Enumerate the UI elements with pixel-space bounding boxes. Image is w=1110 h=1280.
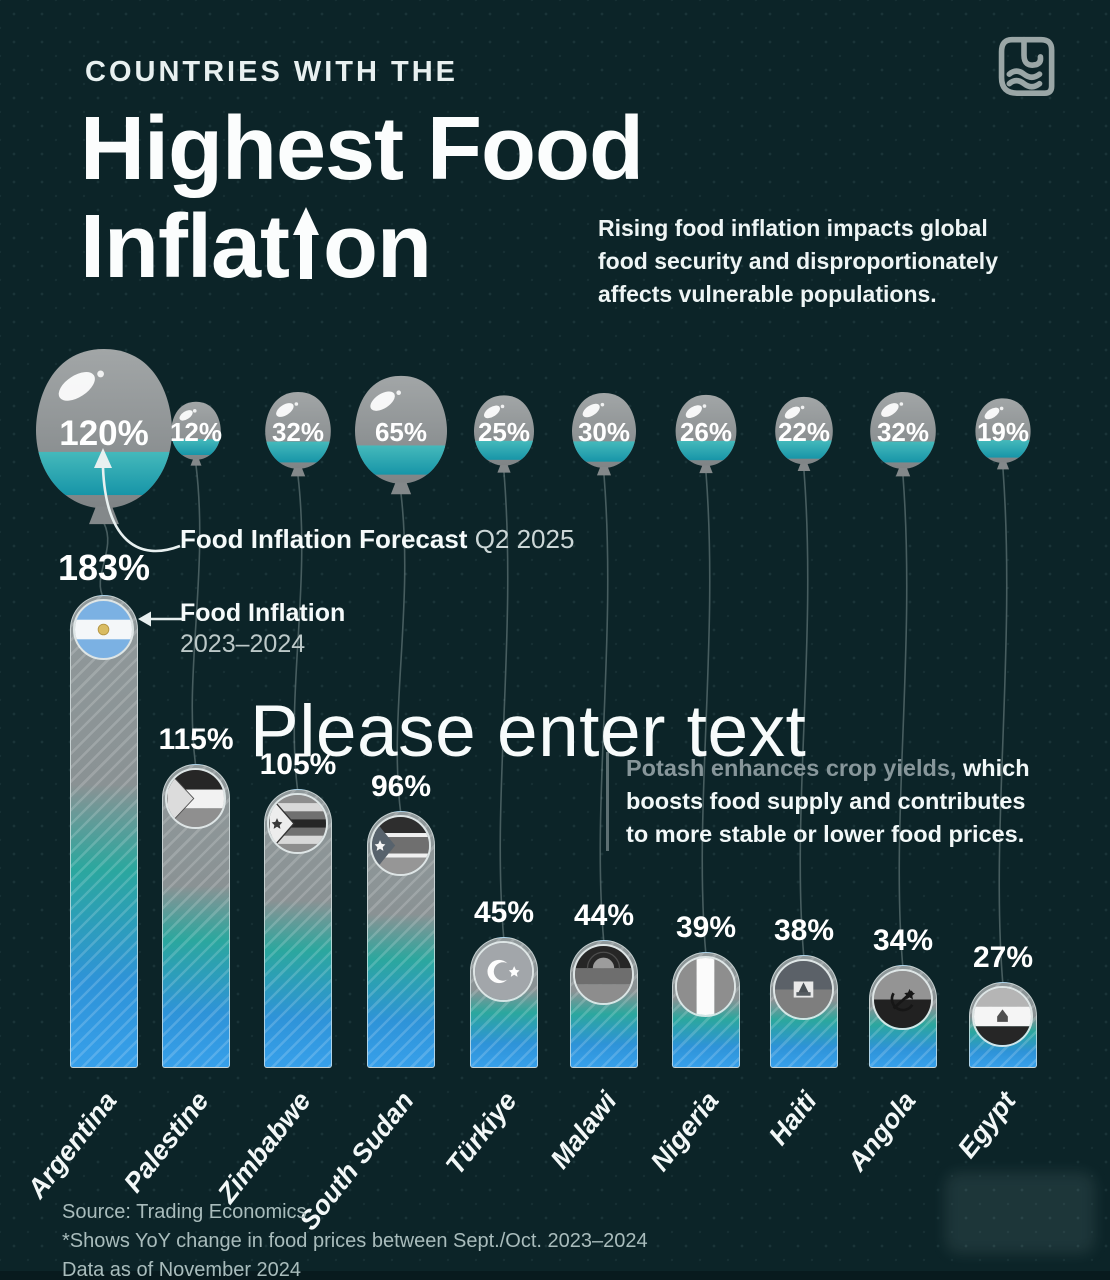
bar-value-label: 34%	[872, 924, 934, 957]
kicker: COUNTRIES WITH THE	[85, 56, 458, 88]
balloon-value-label: 22%	[778, 417, 830, 447]
balloon-value-label: 30%	[578, 417, 630, 447]
subtitle: Rising food inflation impacts global foo…	[598, 215, 998, 307]
balloon-string	[499, 472, 509, 942]
balloon-value-label: 32%	[877, 417, 929, 447]
palestine-flag-icon	[165, 768, 226, 829]
placeholder-overlay-text: Please enter text	[250, 691, 807, 772]
bar-palestine	[162, 764, 230, 1068]
forecast-balloon: 12%	[170, 401, 222, 466]
balloon-highlight	[370, 391, 395, 411]
balloon-value-label: 65%	[375, 417, 427, 447]
up-arrow-icon	[292, 202, 320, 300]
balloon-string	[799, 470, 809, 960]
argentina-flag-icon	[73, 599, 134, 660]
forecast-balloon: 65%	[355, 375, 447, 495]
potash-note-rest: which boosts food supply and contributes…	[626, 755, 1030, 847]
egypt-flag-icon	[972, 986, 1033, 1047]
balloon-highlight	[582, 403, 600, 418]
potash-note-highlight: Potash enhances crop yields,	[626, 755, 957, 781]
balloon-string	[701, 472, 711, 957]
bar-value-label: 183%	[57, 547, 151, 588]
balloon-highlight	[179, 410, 193, 421]
forecast-balloon: 32%	[265, 391, 331, 477]
bar-nigeria	[672, 952, 740, 1068]
nigeria-flag-icon	[675, 956, 736, 1017]
bar-egypt	[969, 982, 1037, 1068]
forecast-balloon: 25%	[474, 395, 534, 473]
bar-value-label: 105%	[259, 748, 337, 781]
bar-value-label: 27%	[972, 941, 1034, 974]
balloon-highlight	[58, 372, 95, 401]
title-line-2: Inflat on	[80, 198, 643, 300]
forecast-balloon: 19%	[975, 398, 1031, 470]
balloon-value-label: 25%	[478, 417, 530, 447]
balloon-value-label: 32%	[272, 417, 324, 447]
publisher-leaf-logo-icon	[986, 28, 1062, 115]
balloon-string	[998, 468, 1008, 987]
balloon-string	[293, 475, 303, 794]
balloon-string	[99, 522, 109, 600]
bar-angola	[869, 965, 937, 1068]
balloon-string	[191, 465, 201, 769]
history-legend-label: Food Inflation 2023–2024	[180, 599, 346, 658]
balloon-value-label: 19%	[977, 417, 1029, 447]
balloon-value-label: 120%	[59, 414, 149, 453]
forecast-callout-arrow-icon	[94, 448, 181, 553]
bar-argentina	[70, 595, 138, 1068]
bar-haiti	[770, 955, 838, 1068]
forecast-balloon: 30%	[572, 392, 636, 476]
source-line: Source: Trading Economics	[62, 1201, 307, 1223]
balloon-highlight	[784, 406, 801, 419]
balloon-highlight	[276, 403, 294, 417]
balloon-string	[599, 474, 609, 945]
balloon-highlight	[484, 405, 500, 419]
forecast-balloon: 32%	[870, 391, 936, 477]
forecast-balloon: 22%	[775, 396, 833, 472]
south-sudan-flag-icon	[370, 815, 431, 876]
footnote-line: *Shows YoY change in food prices between…	[62, 1230, 648, 1252]
bar-zimbabwe	[264, 789, 332, 1068]
bar-value-label: 38%	[773, 914, 835, 947]
potash-note: Potash enhances crop yields, which boost…	[606, 752, 1046, 851]
forecast-legend-label: Food Inflation Forecast Q2 2025	[180, 524, 575, 554]
title-line-1: Highest Food	[80, 99, 644, 199]
data-date-line: Data as of November 2024	[62, 1259, 302, 1280]
bar-value-label: 39%	[675, 911, 737, 944]
balloon-highlight	[685, 405, 702, 419]
page-title: Highest Food Inflat on	[80, 99, 644, 300]
forecast-balloon: 26%	[675, 394, 737, 474]
bar-value-label: 45%	[473, 896, 535, 929]
malawi-flag-icon	[573, 944, 634, 1005]
bottom-edge-band	[0, 1271, 1110, 1280]
bar-value-label: 44%	[573, 899, 635, 932]
balloon-highlight	[984, 407, 1000, 420]
angola-flag-icon	[872, 969, 933, 1030]
zimbabwe-flag-icon	[267, 793, 328, 854]
bar-malawi	[570, 940, 638, 1068]
balloon-string	[396, 493, 406, 816]
balloon-value-label: 12%	[170, 417, 222, 447]
haiti-flag-icon	[773, 959, 834, 1020]
balloon-string	[898, 475, 908, 970]
balloon-value-label: 26%	[680, 417, 732, 447]
balloon-highlight	[881, 403, 899, 417]
blurred-watermark	[945, 1172, 1095, 1254]
turkiye-flag-icon	[473, 941, 534, 1002]
history-callout-arrow-icon	[138, 611, 182, 627]
footer: Source: Trading Economics *Shows YoY cha…	[62, 1198, 648, 1280]
bar-turkiye	[470, 937, 538, 1068]
bar-south-sudan	[367, 811, 435, 1068]
bar-value-label: 115%	[158, 723, 234, 756]
bar-value-label: 96%	[370, 770, 432, 803]
